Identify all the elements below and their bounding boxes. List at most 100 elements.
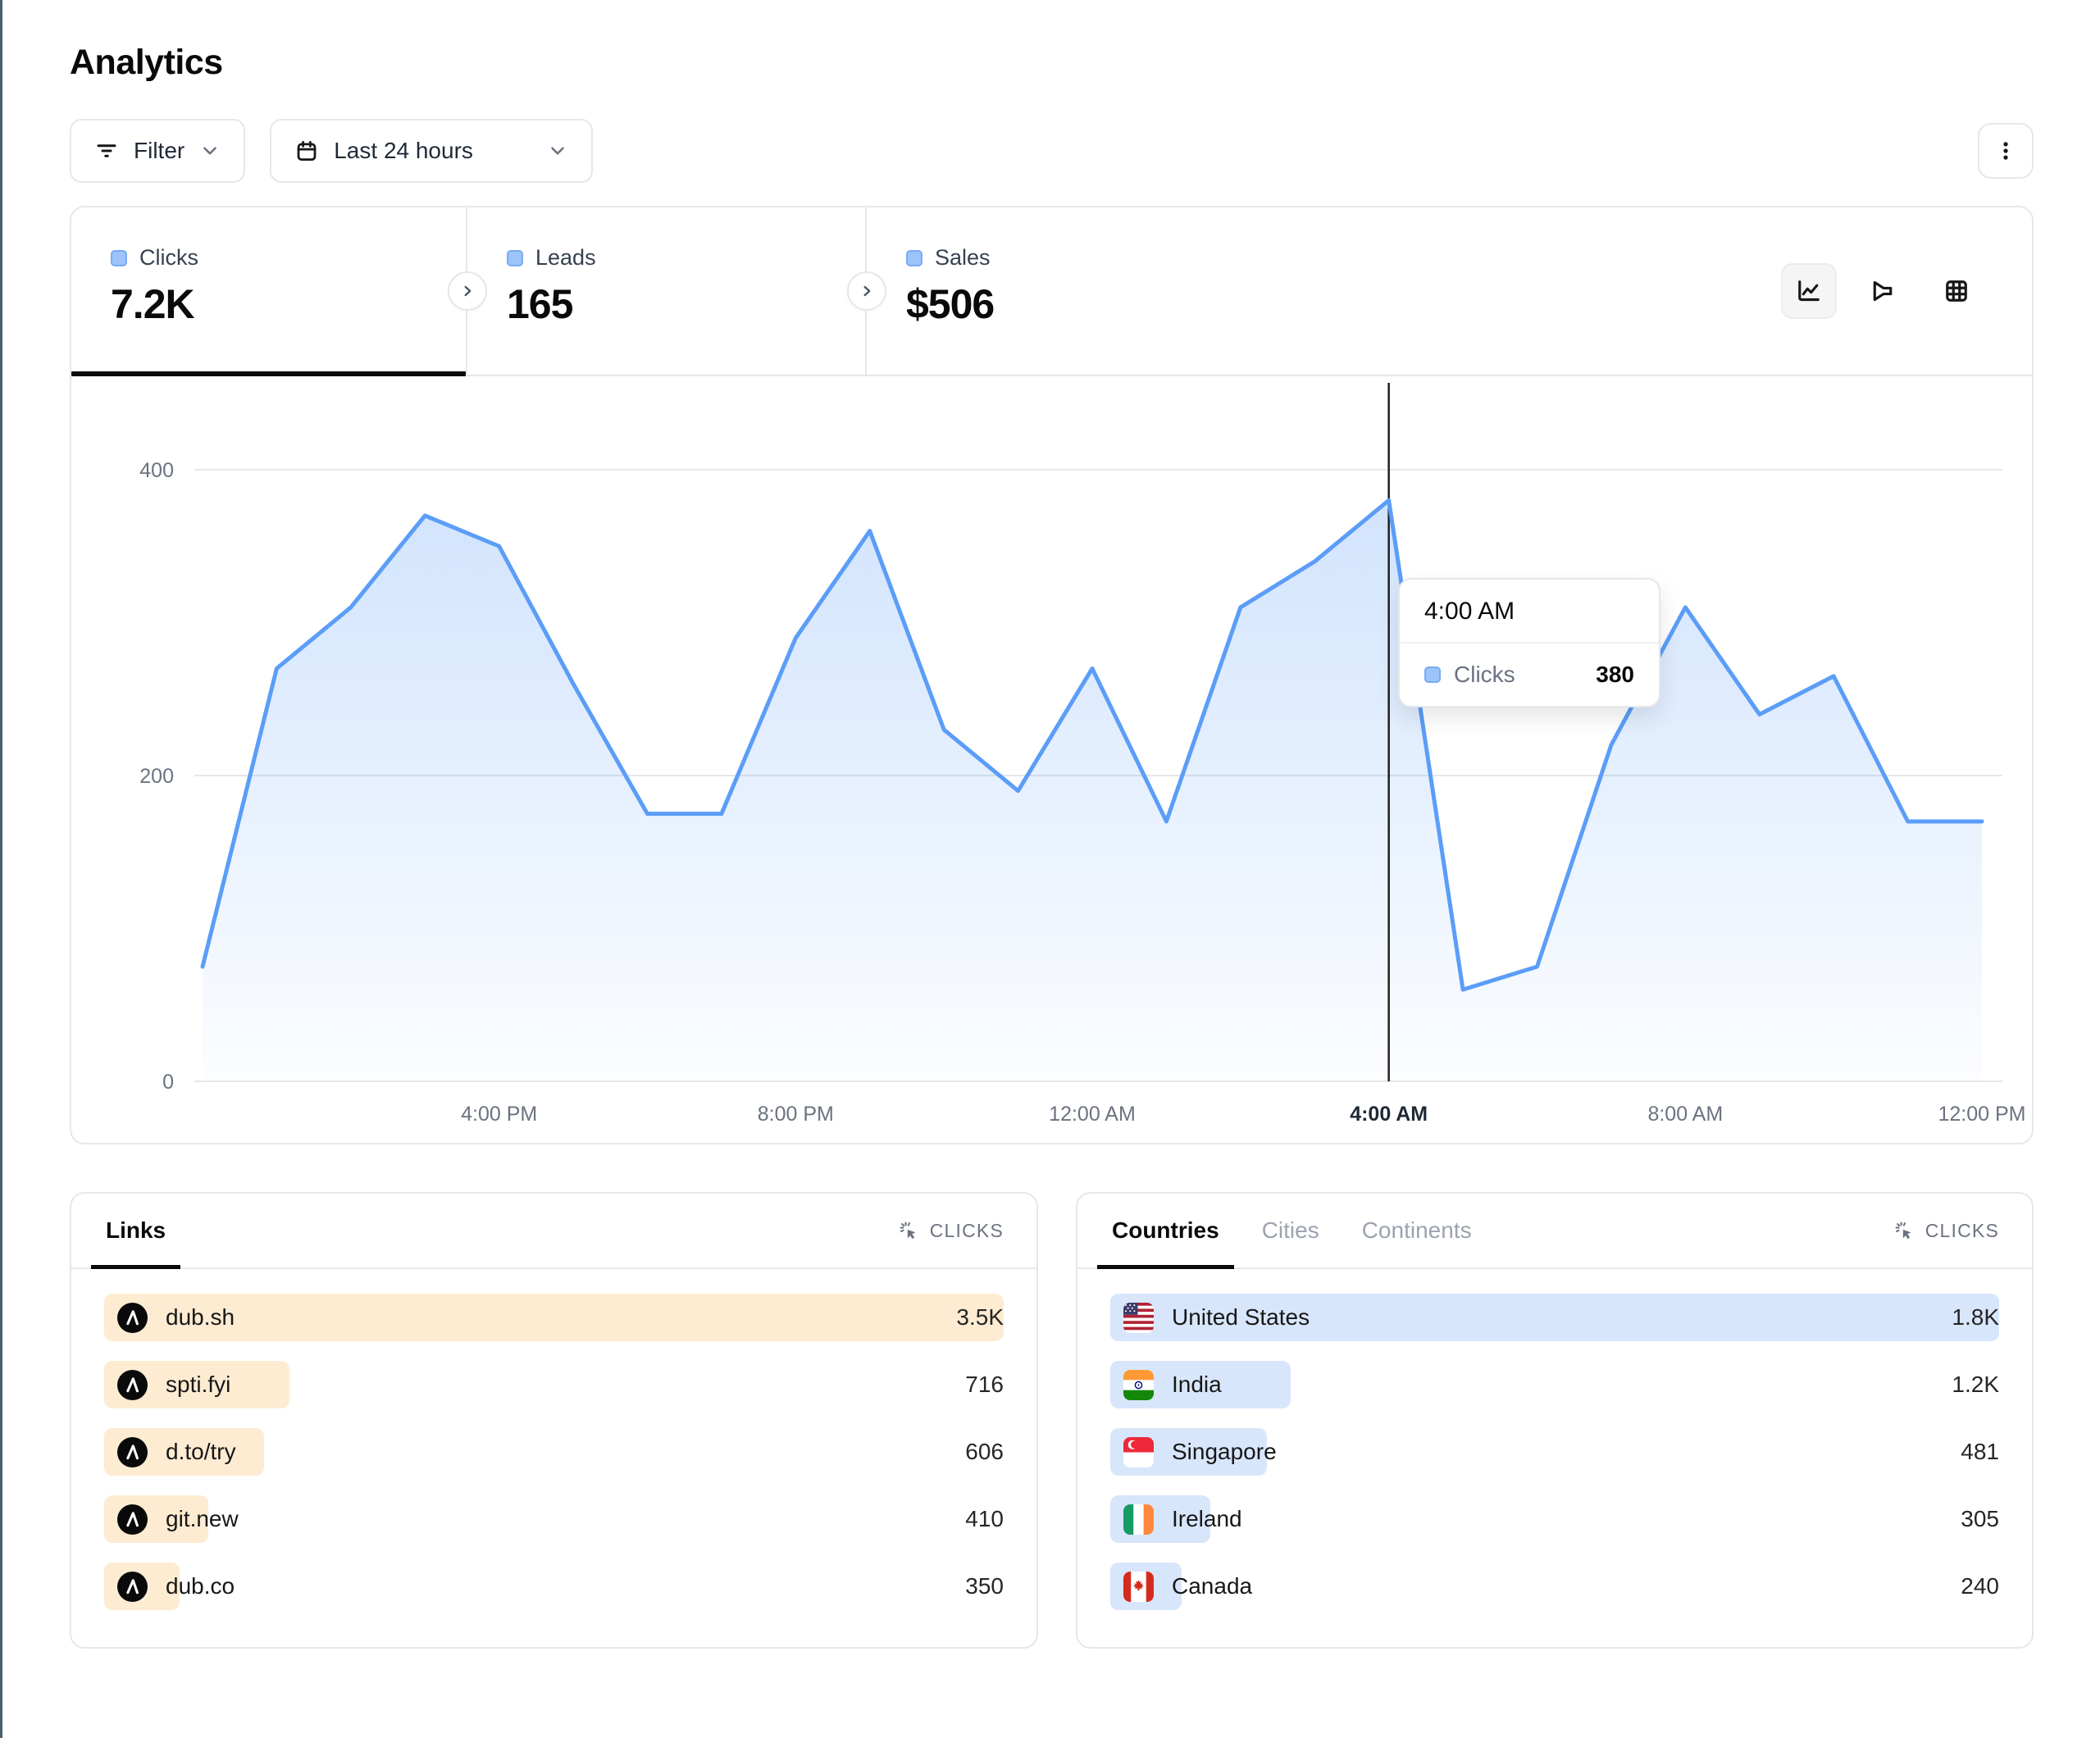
- sales-value: $506: [906, 281, 995, 327]
- chevron-down-icon: [547, 140, 568, 162]
- sales-legend-chip: [906, 249, 922, 266]
- link-row[interactable]: spti.fyi 716: [104, 1361, 1004, 1408]
- stats-expand-button[interactable]: [847, 271, 886, 311]
- page-title: Analytics: [70, 43, 223, 82]
- in-flag-icon: [1123, 1369, 1154, 1400]
- link-row-value: 3.5K: [956, 1304, 1004, 1330]
- area-fill: [203, 500, 1982, 1081]
- clicks-tab-label: Clicks: [139, 245, 198, 270]
- x-axis-tick-label: 12:00 AM: [1049, 1103, 1136, 1126]
- countries-metric-label: CLICKS: [1925, 1219, 1999, 1241]
- y-axis-tick-label: 200: [139, 765, 174, 788]
- country-row-label: Canada: [1172, 1573, 1253, 1599]
- table-view-button[interactable]: [1929, 263, 1984, 319]
- date-range-label: Last 24 hours: [334, 138, 473, 163]
- analytics-page: Analytics Filter Last 24 hours: [70, 43, 2034, 1649]
- x-axis-tick-label: 4:00 PM: [461, 1103, 537, 1126]
- tab-countries[interactable]: Countries: [1097, 1194, 1234, 1269]
- filter-button[interactable]: Filter: [70, 119, 246, 183]
- chart-type-switcher: [1781, 263, 1984, 319]
- country-row[interactable]: United States 1.8K: [1110, 1294, 1999, 1341]
- tab-clicks[interactable]: Clicks 7.2K: [71, 207, 467, 376]
- link-row[interactable]: dub.co 350: [104, 1563, 1004, 1610]
- breakdown-panels: Links CLICKS dub.sh 3.5K spti.fyi 716 d.to/t…: [70, 1192, 2034, 1649]
- kebab-icon: [1993, 139, 2018, 163]
- leads-tab-label: Leads: [535, 245, 596, 270]
- tab-continents[interactable]: Continents: [1361, 1217, 1472, 1243]
- clicks-legend-chip: [111, 249, 127, 266]
- cursor-click-icon: [1893, 1220, 1916, 1242]
- country-row-value: 1.2K: [1952, 1372, 1999, 1397]
- x-axis-tick-label: 8:00 PM: [758, 1103, 834, 1126]
- leads-value: 165: [507, 281, 573, 327]
- us-flag-icon: [1123, 1302, 1154, 1333]
- chart-tooltip: 4:00 AM Clicks 380: [1398, 578, 1660, 707]
- stats-tabs: Clicks 7.2K Leads 165 Sales $506: [71, 207, 2032, 376]
- country-row-label: Singapore: [1172, 1439, 1277, 1464]
- leads-legend-chip: [507, 249, 523, 266]
- link-row[interactable]: d.to/try 606: [104, 1428, 1004, 1476]
- link-row-label: dub.co: [166, 1573, 235, 1599]
- country-row-bar: [1110, 1294, 1999, 1341]
- x-axis-tick-label: 4:00 AM: [1350, 1103, 1428, 1126]
- funnel-view-button[interactable]: [1855, 263, 1911, 319]
- line-chart-view-button[interactable]: [1781, 263, 1837, 319]
- chevron-down-icon: [199, 140, 221, 162]
- countries-metric-selector[interactable]: CLICKS: [1893, 1194, 1999, 1267]
- clicks-area-chart[interactable]: 0 200 400 4:00 PM 8:00 PM 12:00 AM 4:00 AM 8:00…: [71, 376, 2035, 1143]
- ca-flag-icon: [1123, 1571, 1154, 1602]
- country-row[interactable]: India 1.2K: [1110, 1361, 1999, 1408]
- country-row-value: 481: [1961, 1439, 1999, 1464]
- tab-cities[interactable]: Cities: [1261, 1217, 1319, 1243]
- dub-logo-icon: [117, 1369, 148, 1400]
- tooltip-time: 4:00 AM: [1400, 580, 1659, 644]
- link-row-label: spti.fyi: [166, 1372, 231, 1397]
- countries-panel: Countries Cities Continents CLICKS Unite…: [1076, 1192, 2034, 1649]
- countries-list: United States 1.8K India 1.2K Singapore 481 Ir…: [1077, 1269, 2032, 1610]
- tab-links[interactable]: Links: [90, 1194, 181, 1269]
- tooltip-value: 380: [1596, 662, 1634, 687]
- link-row-value: 716: [965, 1372, 1004, 1397]
- y-axis-tick-label: 400: [139, 459, 174, 482]
- country-row[interactable]: Ireland 305: [1110, 1495, 1999, 1543]
- country-row[interactable]: Singapore 481: [1110, 1428, 1999, 1476]
- y-axis-tick-label: 0: [162, 1071, 174, 1094]
- dub-logo-icon: [117, 1436, 148, 1467]
- link-row-value: 410: [965, 1506, 1004, 1531]
- x-axis-tick-label: 12:00 PM: [1938, 1103, 2025, 1126]
- clicks-value: 7.2K: [111, 281, 195, 327]
- link-row[interactable]: git.new 410: [104, 1495, 1004, 1543]
- clicks-line: [200, 498, 1984, 992]
- x-axis-tick-label: 8:00 AM: [1647, 1103, 1723, 1126]
- links-list: dub.sh 3.5K spti.fyi 716 d.to/try 606 git.new 4…: [71, 1269, 1036, 1610]
- toolbar: Filter Last 24 hours: [70, 119, 2034, 183]
- tooltip-series-label: Clicks: [1454, 662, 1515, 687]
- link-row-label: d.to/try: [166, 1439, 236, 1464]
- tab-leads[interactable]: Leads 165: [467, 207, 867, 375]
- dub-logo-icon: [117, 1504, 148, 1535]
- dub-logo-icon: [117, 1302, 148, 1333]
- date-range-button[interactable]: Last 24 hours: [270, 119, 594, 183]
- link-row-label: dub.sh: [166, 1304, 235, 1330]
- country-row-value: 305: [1961, 1506, 1999, 1531]
- dub-logo-icon: [117, 1571, 148, 1602]
- link-row[interactable]: dub.sh 3.5K: [104, 1294, 1004, 1341]
- links-metric-selector[interactable]: CLICKS: [898, 1194, 1004, 1267]
- link-row-value: 350: [965, 1573, 1004, 1599]
- calendar-icon: [294, 139, 319, 163]
- filter-icon: [94, 139, 119, 163]
- links-panel: Links CLICKS dub.sh 3.5K spti.fyi 716 d.to/t…: [70, 1192, 1038, 1649]
- sg-flag-icon: [1123, 1436, 1154, 1467]
- links-metric-label: CLICKS: [929, 1219, 1004, 1241]
- link-row-label: git.new: [166, 1506, 239, 1531]
- country-row-label: India: [1172, 1372, 1222, 1397]
- country-row-value: 1.8K: [1952, 1304, 1999, 1330]
- filter-button-label: Filter: [134, 138, 185, 163]
- tooltip-legend-chip: [1424, 667, 1441, 683]
- country-row[interactable]: Canada 240: [1110, 1563, 1999, 1610]
- stats-expand-button[interactable]: [448, 271, 487, 311]
- more-options-button[interactable]: [1978, 123, 2034, 179]
- ie-flag-icon: [1123, 1504, 1154, 1535]
- analytics-chart-card: Clicks 7.2K Leads 165 Sales $506: [70, 206, 2034, 1144]
- tab-sales[interactable]: Sales $506: [867, 207, 2032, 375]
